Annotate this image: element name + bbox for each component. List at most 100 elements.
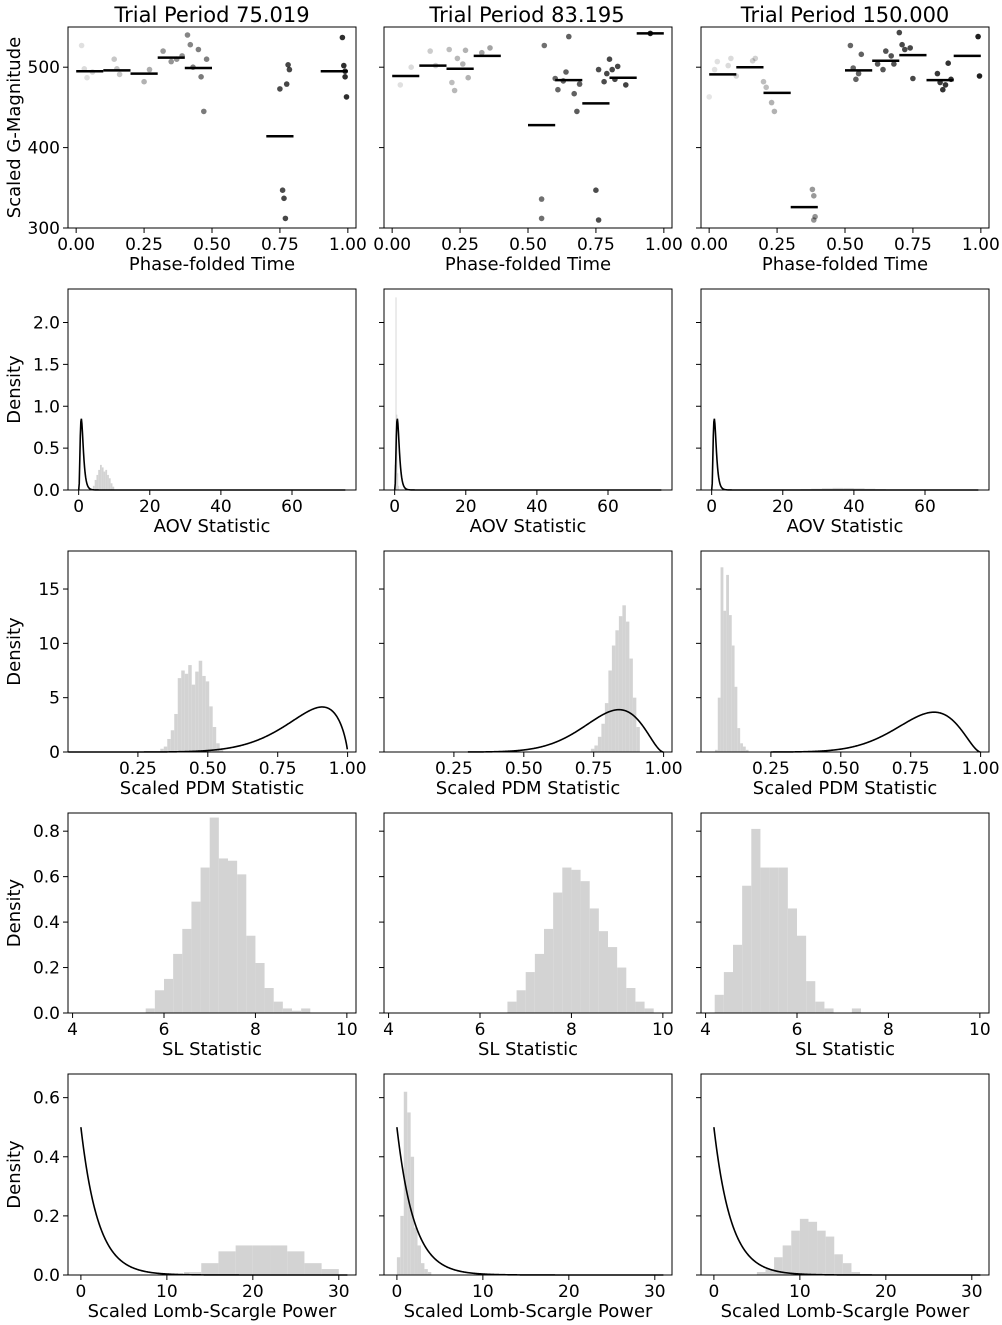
histogram-bar: [843, 487, 854, 490]
x-tick-label: 20: [242, 1282, 264, 1302]
data-point: [339, 34, 346, 41]
data-point: [858, 51, 865, 58]
histogram-bar: [218, 858, 228, 1013]
histogram-bar: [625, 621, 630, 752]
x-axis-label: Phase-folded Time: [445, 254, 611, 275]
column-title-3: Trial Period 150.000: [740, 3, 950, 27]
x-tick-label: 60: [281, 497, 303, 517]
histogram-bar: [252, 1245, 271, 1275]
data-point: [880, 66, 886, 73]
x-tick-label: 0.75: [575, 759, 613, 779]
histogram-bar: [769, 867, 779, 1013]
y-axis-label: Density: [4, 1140, 25, 1209]
histogram-bar: [173, 953, 183, 1013]
x-tick-label: 0.25: [758, 235, 796, 255]
data-point: [285, 62, 291, 68]
data-point: [141, 78, 147, 85]
density-curve: [710, 418, 979, 491]
histogram-bar: [164, 978, 174, 1013]
y-tick-label: 0.4: [33, 1148, 60, 1168]
histogram-bar: [212, 727, 217, 752]
histogram-bar: [594, 745, 598, 752]
data-point: [279, 187, 286, 193]
data-point: [282, 215, 289, 222]
histogram-bar: [626, 988, 636, 1013]
data-point: [812, 213, 818, 220]
data-point: [195, 46, 202, 53]
histogram-bar: [717, 697, 721, 752]
data-point: [555, 86, 561, 93]
data-point: [465, 74, 472, 81]
histogram-bar: [237, 874, 247, 1013]
data-point: [976, 73, 983, 79]
x-tick-label: 0.50: [826, 235, 864, 255]
x-tick-label: 10: [652, 1020, 674, 1040]
y-tick-label: 0.0: [33, 481, 60, 501]
data-point: [855, 70, 862, 77]
histogram-bar: [622, 605, 626, 752]
x-tick-label: 1.00: [962, 759, 1000, 779]
x-tick-label: 10: [969, 1020, 991, 1040]
histogram-bar: [571, 869, 581, 1013]
histogram-bar: [100, 464, 102, 491]
data-point: [752, 55, 759, 62]
histogram-bar: [228, 860, 238, 1013]
x-tick-label: 4: [67, 1020, 78, 1040]
histogram-bar: [98, 469, 100, 490]
panel-frame: [700, 1073, 990, 1276]
histogram-bar: [396, 414, 398, 491]
histogram-bar: [255, 963, 265, 1013]
data-point: [277, 86, 283, 92]
column-title-2: Trial Period 83.195: [428, 3, 624, 27]
histogram-bar: [544, 928, 554, 1013]
x-tick-label: 0: [706, 497, 717, 517]
histogram-bar: [270, 1245, 288, 1275]
data-point: [574, 108, 580, 115]
panel-frame: [383, 288, 673, 491]
histogram-bar: [184, 673, 189, 752]
data-point: [749, 58, 756, 64]
data-point: [910, 75, 916, 82]
histogram-bar: [760, 867, 770, 1013]
x-tick-label: 1.00: [329, 759, 367, 779]
x-tick-label: 6: [159, 1020, 170, 1040]
histogram-bar: [635, 1001, 645, 1013]
data-point: [940, 86, 946, 93]
histogram-bar: [195, 671, 199, 752]
panel-r2-c1: 0.25 0.50 0.75 1.00 Scaled PDM Statistic: [379, 550, 683, 799]
histogram-bar: [851, 1272, 861, 1275]
x-tick-label: 0: [708, 1282, 719, 1302]
histogram-bar: [407, 1112, 411, 1275]
x-tick-label: 0.25: [119, 759, 157, 779]
data-point: [538, 215, 545, 222]
x-tick-label: 8: [883, 1020, 894, 1040]
histogram-bar: [170, 730, 175, 752]
data-point: [763, 84, 769, 91]
data-point: [907, 45, 913, 51]
data-point: [343, 94, 350, 100]
x-axis-label: AOV Statistic: [787, 516, 904, 537]
histogram-bar: [597, 736, 602, 752]
histogram-bar: [181, 670, 185, 752]
data-point: [84, 74, 90, 81]
histogram-bar: [604, 703, 609, 752]
x-axis-label: Phase-folded Time: [762, 254, 928, 275]
histogram-bar: [200, 867, 210, 1013]
x-axis-label: Scaled Lomb-Scargle Power: [404, 1301, 653, 1322]
histogram-bar: [105, 469, 108, 490]
density-curve: [393, 418, 662, 491]
histogram-bar: [751, 828, 761, 1013]
data-point: [283, 81, 290, 87]
panel-r2-c2: 0.25 0.50 0.75 1.00 Scaled PDM Statistic: [696, 550, 1000, 799]
panel-r1-c1: 0 20 40 60 AOV Statistic: [379, 288, 673, 537]
y-tick-label: 1.0: [33, 397, 60, 417]
x-tick-label: 40: [843, 497, 865, 517]
histogram-bar: [774, 1257, 783, 1275]
data-point: [454, 55, 461, 62]
histogram-bar: [398, 485, 400, 490]
density-curve: [396, 1127, 664, 1276]
x-tick-label: 30: [961, 1282, 983, 1302]
data-point: [768, 99, 775, 106]
data-point: [397, 82, 404, 88]
x-tick-label: 4: [383, 1020, 394, 1040]
